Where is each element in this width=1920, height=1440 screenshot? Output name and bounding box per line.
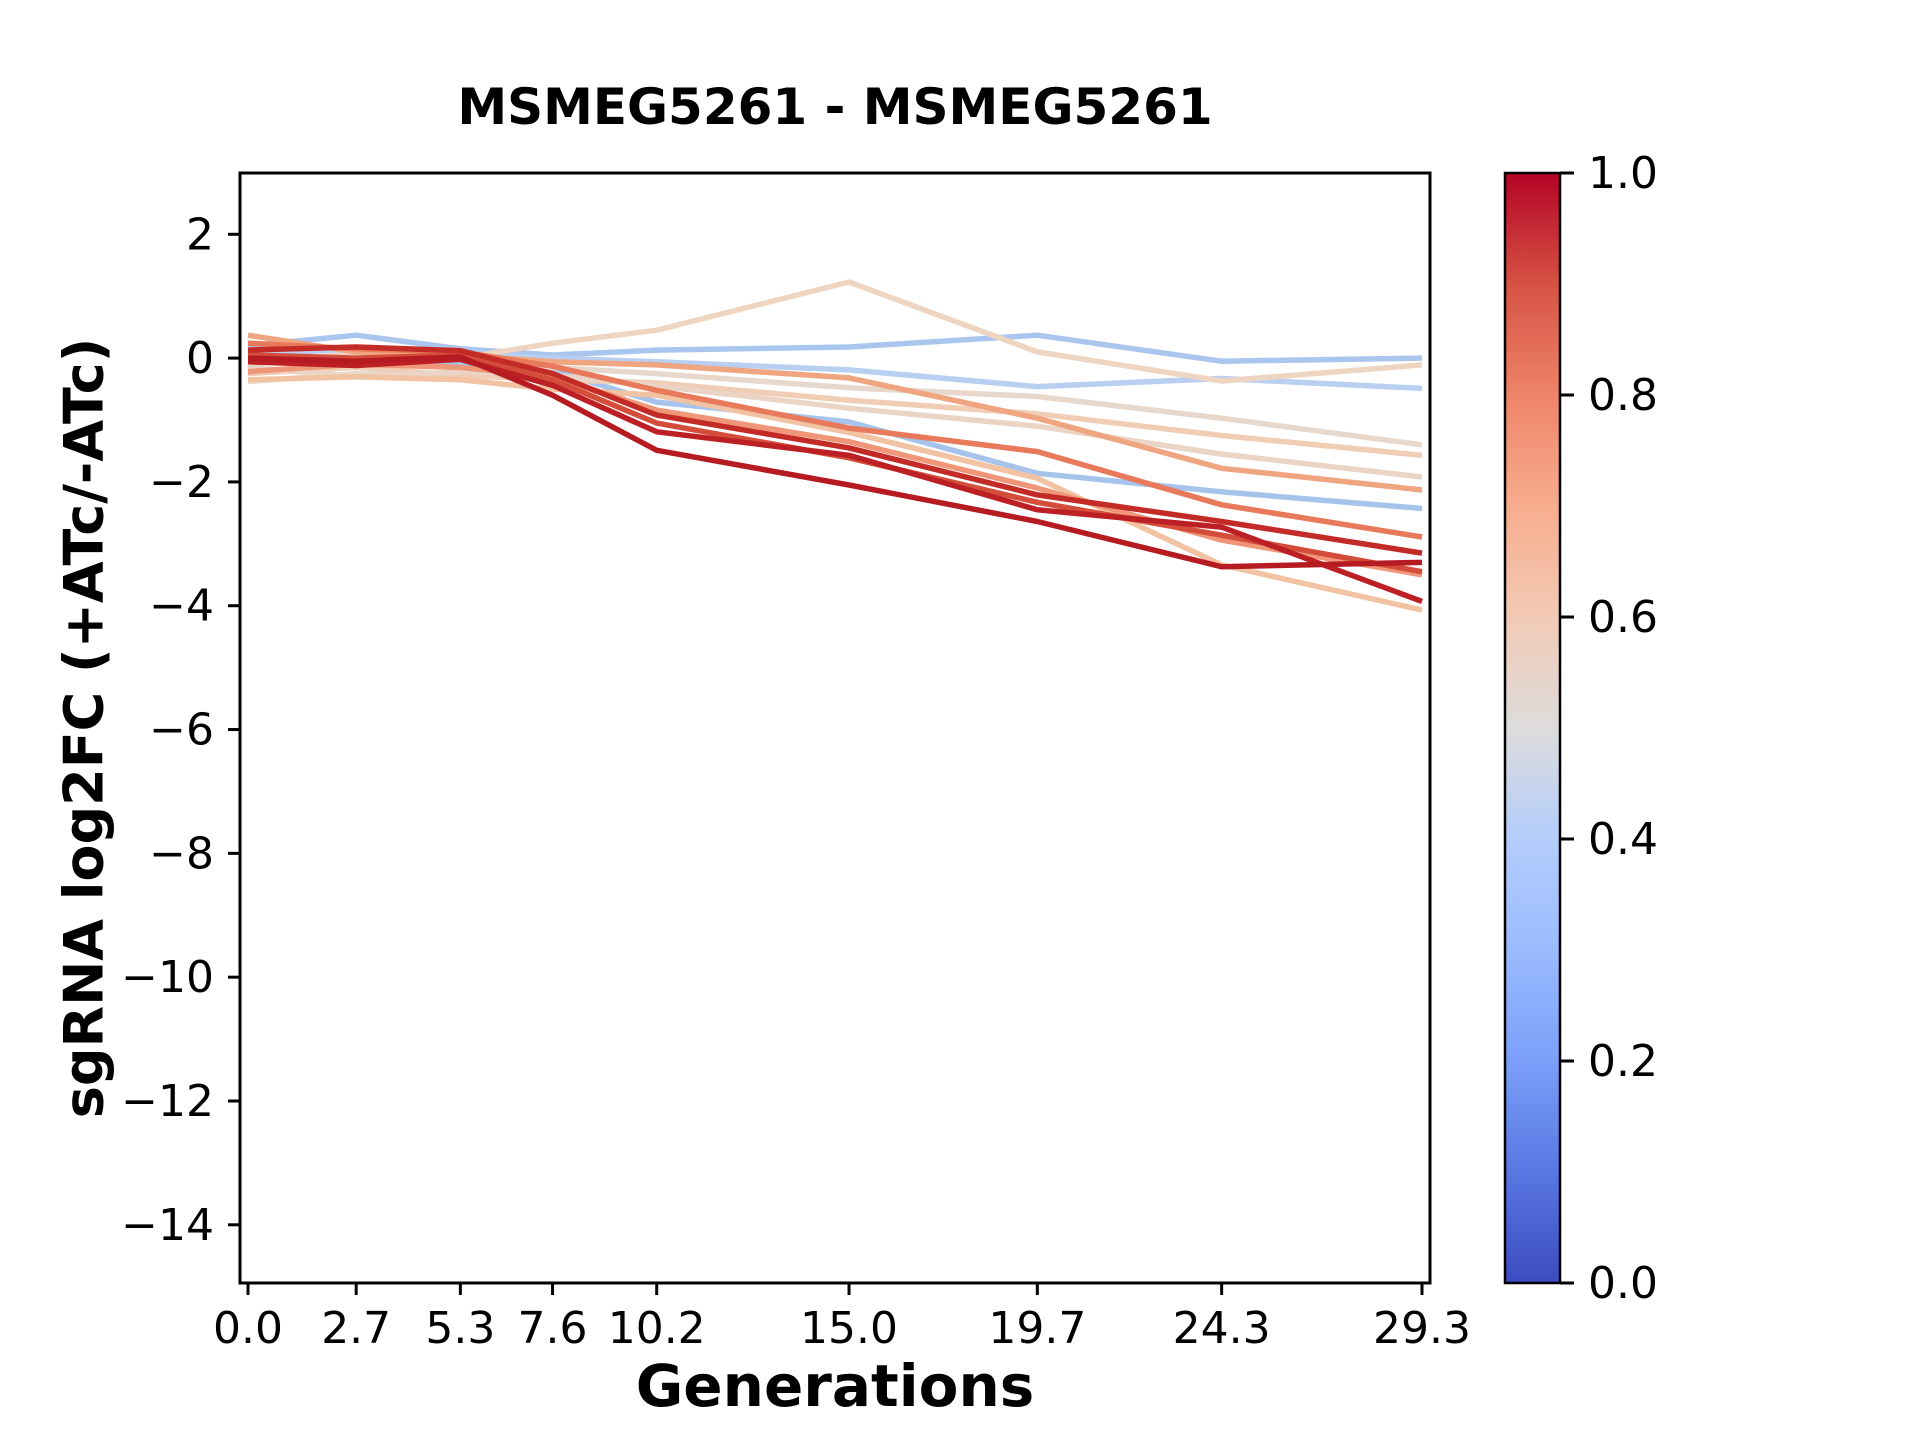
x-tick-label: 10.2 (608, 1303, 706, 1354)
colorbar-tick-label: 1.0 (1588, 148, 1658, 199)
y-tick-label: −4 (149, 581, 214, 632)
colorbar (1503, 171, 1562, 1285)
x-tick-label: 7.6 (518, 1303, 588, 1354)
x-tick-label: 29.3 (1373, 1303, 1471, 1354)
x-tick-label: 2.7 (321, 1303, 391, 1354)
series-line (247, 373, 1423, 613)
plot-border (238, 171, 1432, 1285)
series-line (247, 332, 1423, 493)
x-axis-label: Generations (635, 1352, 1035, 1420)
x-tick-label: 5.3 (425, 1303, 495, 1354)
series-line (247, 344, 1423, 556)
series-line (247, 354, 1423, 570)
y-tick-label: −10 (121, 952, 214, 1003)
chart-title: MSMEG5261 - MSMEG5261 (457, 78, 1213, 136)
y-tick-label: −6 (149, 705, 214, 756)
y-tick-label: −8 (149, 828, 214, 879)
y-tick-label: −12 (121, 1076, 214, 1127)
colorbar-tick-label: 0.4 (1588, 814, 1658, 865)
y-tick-label: −14 (121, 1200, 214, 1251)
series-line (247, 356, 1423, 604)
colorbar-tick-label: 0.0 (1588, 1258, 1658, 1309)
y-tick-label: 0 (186, 333, 214, 384)
x-tick-label: 15.0 (800, 1303, 898, 1354)
colorbar-tick-label: 0.8 (1588, 370, 1658, 421)
x-tick-label: 19.7 (988, 1303, 1086, 1354)
series-line (247, 364, 1423, 459)
x-tick-label: 24.3 (1173, 1303, 1271, 1354)
y-tick-label: 2 (186, 209, 214, 260)
colorbar-tick-label: 0.6 (1588, 592, 1658, 643)
colorbar-tick-label: 0.2 (1588, 1036, 1658, 1087)
x-tick-label: 0.0 (213, 1303, 283, 1354)
y-tick-label: −2 (149, 457, 214, 508)
series-line (247, 332, 1423, 364)
